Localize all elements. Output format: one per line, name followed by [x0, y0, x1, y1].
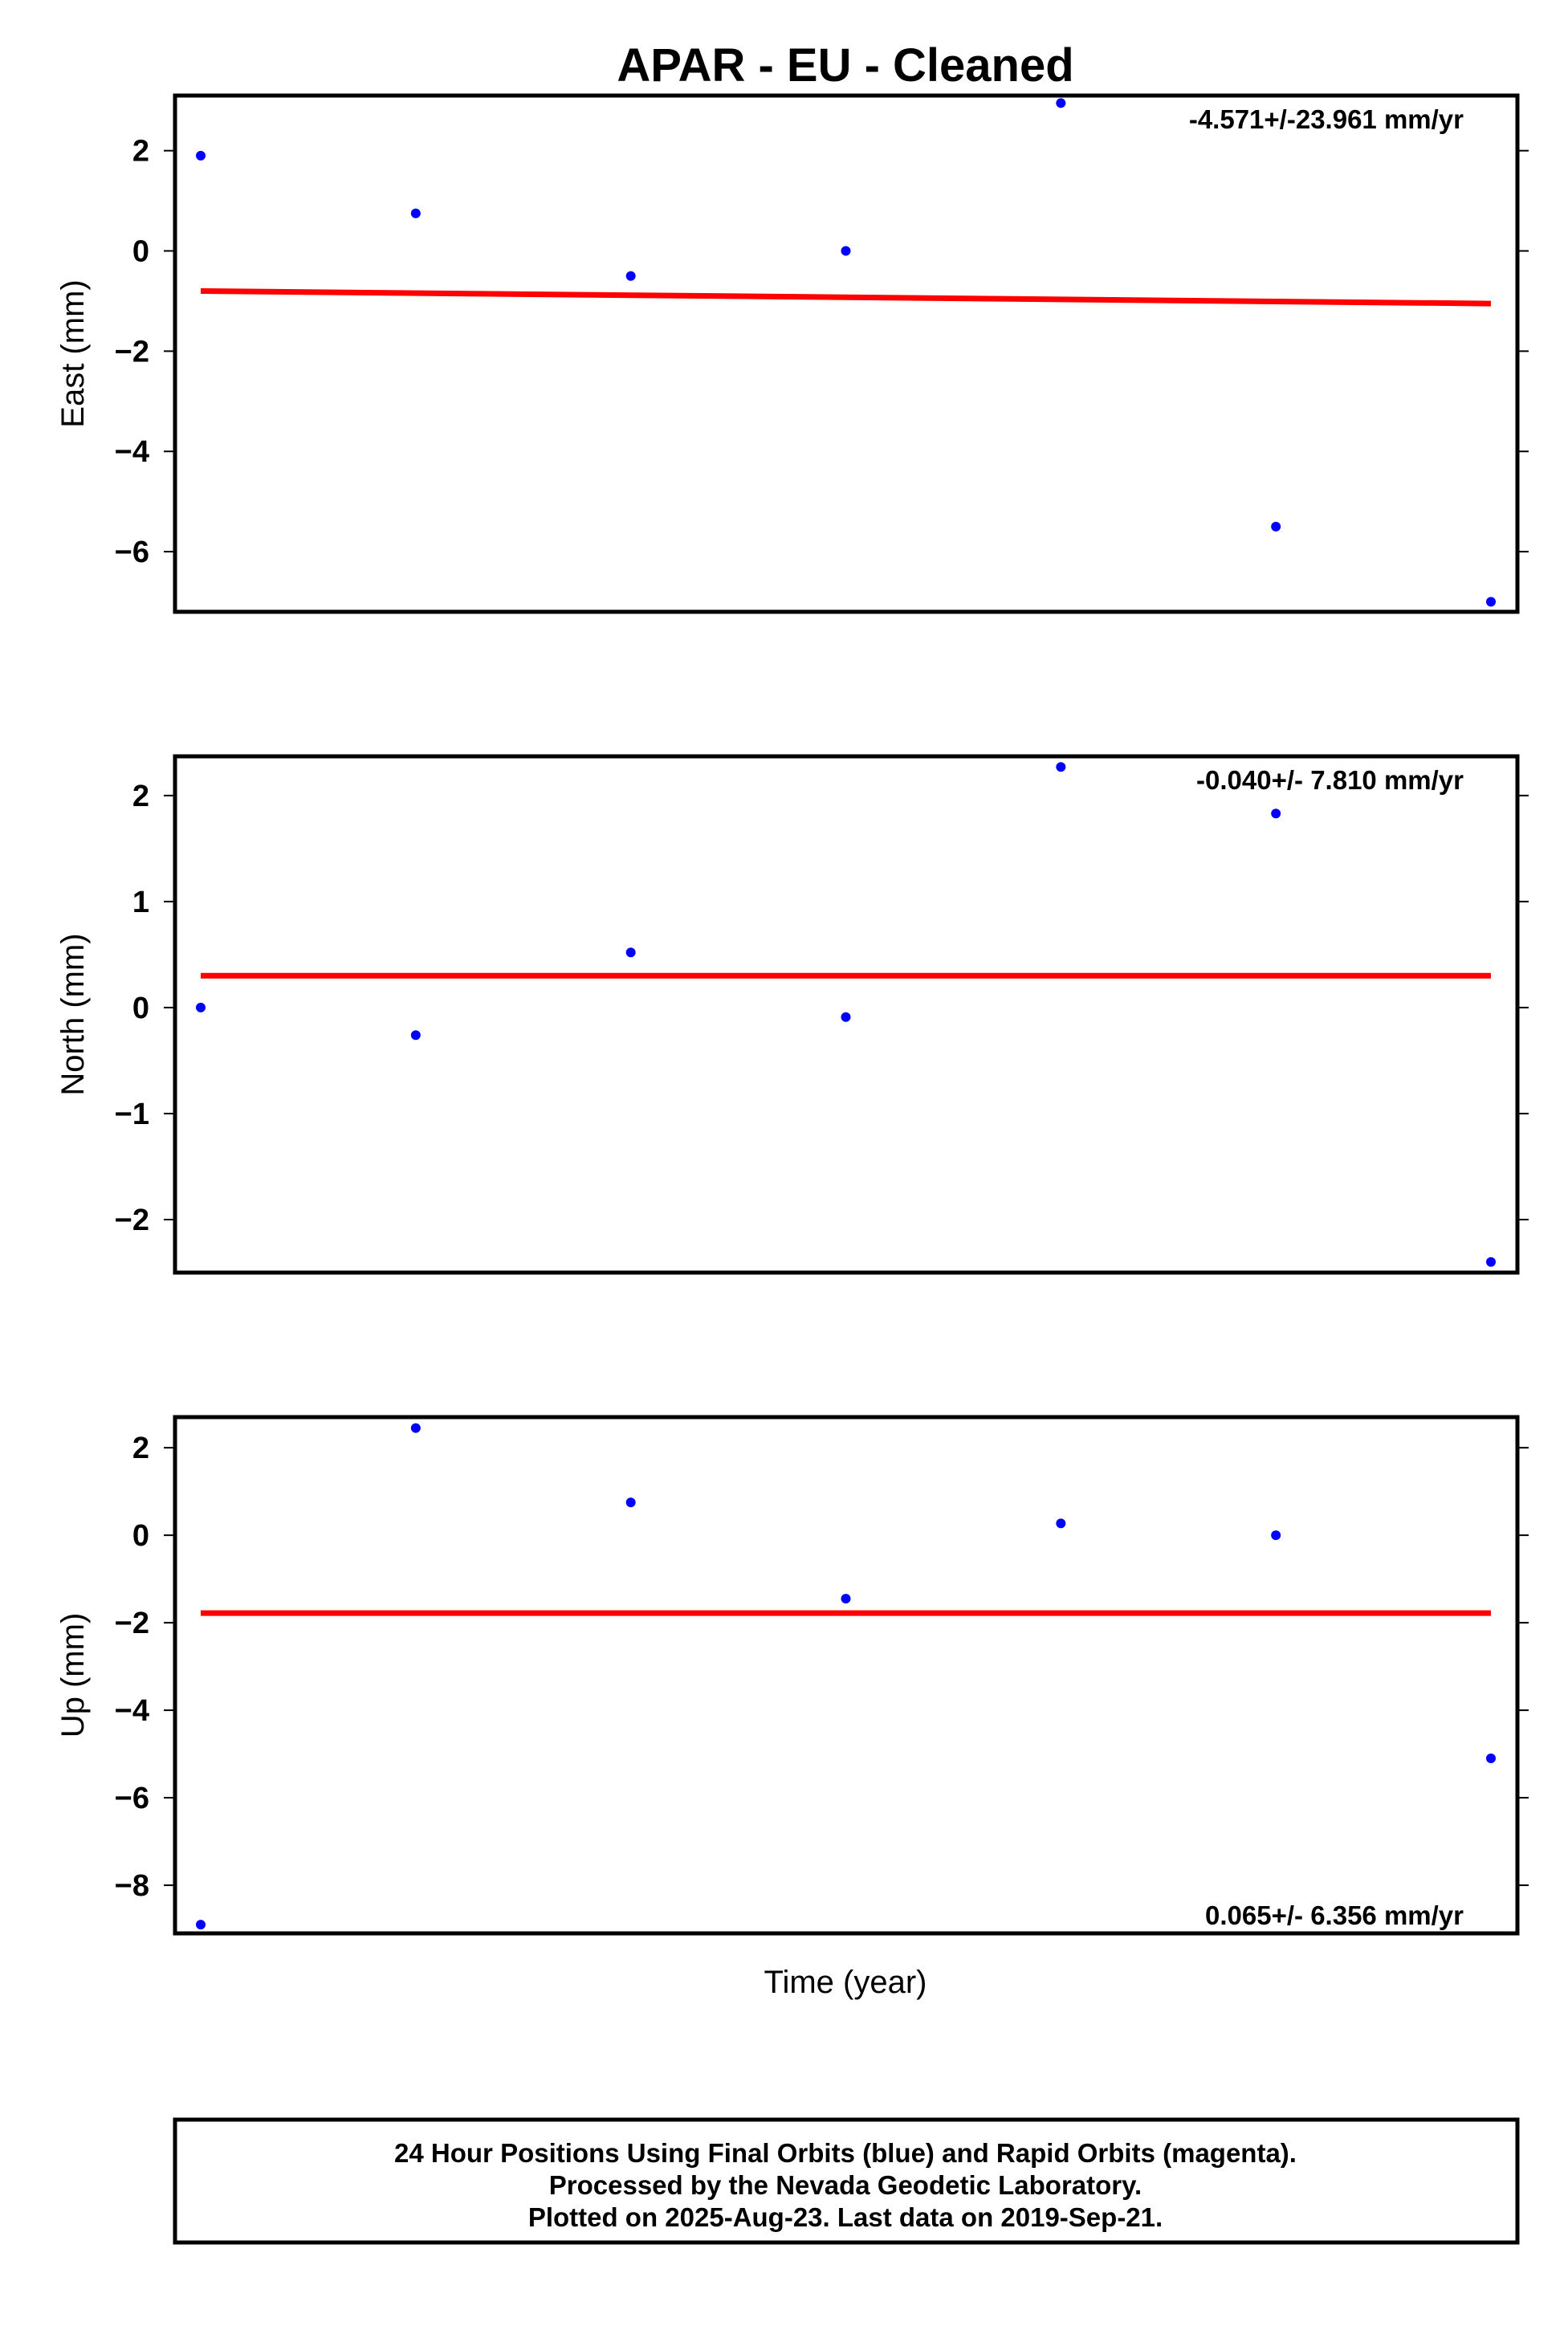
y-tick-label-east: 2 — [132, 135, 149, 169]
y-tick-label-up: −2 — [115, 1607, 149, 1640]
data-point-north — [841, 1012, 851, 1022]
y-tick-label-up: −6 — [115, 1782, 149, 1815]
data-point-up — [841, 1594, 851, 1604]
chart-title: APAR - EU - Cleaned — [617, 39, 1073, 92]
data-point-north — [1271, 809, 1281, 819]
plot-frame-up — [173, 1415, 1520, 1936]
y-axis-label-up: Up (mm) — [55, 1613, 91, 1738]
panels: 2 0 −2 −4 −6 East (mm) -4.571+/-23.961 mm/yr 2 1… — [55, 93, 1529, 1936]
y-tick-label-up: 2 — [132, 1432, 149, 1465]
y-axis-label-east: East (mm) — [55, 279, 91, 427]
trend-line-east — [200, 287, 1492, 307]
y-tick-label-east: −4 — [115, 435, 149, 469]
y-tick-label-up: 0 — [132, 1519, 149, 1553]
y-tick-label-north: −2 — [115, 1204, 149, 1237]
data-point-north — [1056, 762, 1066, 772]
data-point-up — [1271, 1530, 1281, 1541]
data-point-up — [1056, 1518, 1066, 1529]
data-point-up — [410, 1423, 421, 1433]
y-tick-label-north: −1 — [115, 1098, 149, 1131]
footer-box — [173, 2117, 1520, 2245]
y-tick-label-north: 2 — [132, 780, 149, 813]
data-point-north — [410, 1030, 421, 1041]
y-axis-label-north: North (mm) — [55, 933, 91, 1095]
data-point-east — [1056, 98, 1066, 108]
data-point-north — [1486, 1257, 1496, 1267]
y-tick-label-east: −6 — [115, 536, 149, 569]
y-tick-label-north: 1 — [132, 886, 149, 919]
y-tick-label-up: −4 — [115, 1694, 149, 1728]
data-point-east — [196, 150, 206, 161]
footer-line-3: Plotted on 2025-Aug-23. Last data on 201… — [528, 2202, 1163, 2232]
rate-label-east: -4.571+/-23.961 mm/yr — [1189, 104, 1464, 134]
data-point-up — [196, 1920, 206, 1930]
data-point-north — [196, 1002, 206, 1012]
rate-label-up: 0.065+/- 6.356 mm/yr — [1205, 1900, 1464, 1930]
data-point-north — [625, 947, 636, 958]
data-point-east — [841, 246, 851, 256]
y-tick-label-up: −8 — [115, 1869, 149, 1903]
data-point-east — [1271, 521, 1281, 532]
data-point-up — [625, 1497, 636, 1508]
plot-frame-east — [173, 93, 1520, 614]
x-axis-label: Time (year) — [764, 1965, 927, 2000]
plot-frame-north — [173, 754, 1520, 1275]
y-tick-label-north: 0 — [132, 992, 149, 1025]
data-point-east — [625, 271, 636, 281]
rate-label-north: -0.040+/- 7.810 mm/yr — [1196, 765, 1464, 795]
y-tick-label-east: −2 — [115, 335, 149, 369]
data-point-up — [1486, 1754, 1496, 1764]
y-tick-label-east: 0 — [132, 235, 149, 269]
footer-line-2: Processed by the Nevada Geodetic Laborat… — [549, 2170, 1142, 2200]
data-point-east — [1486, 597, 1496, 607]
footer-line-1: 24 Hour Positions Using Final Orbits (bl… — [394, 2138, 1297, 2168]
data-point-east — [410, 208, 421, 218]
